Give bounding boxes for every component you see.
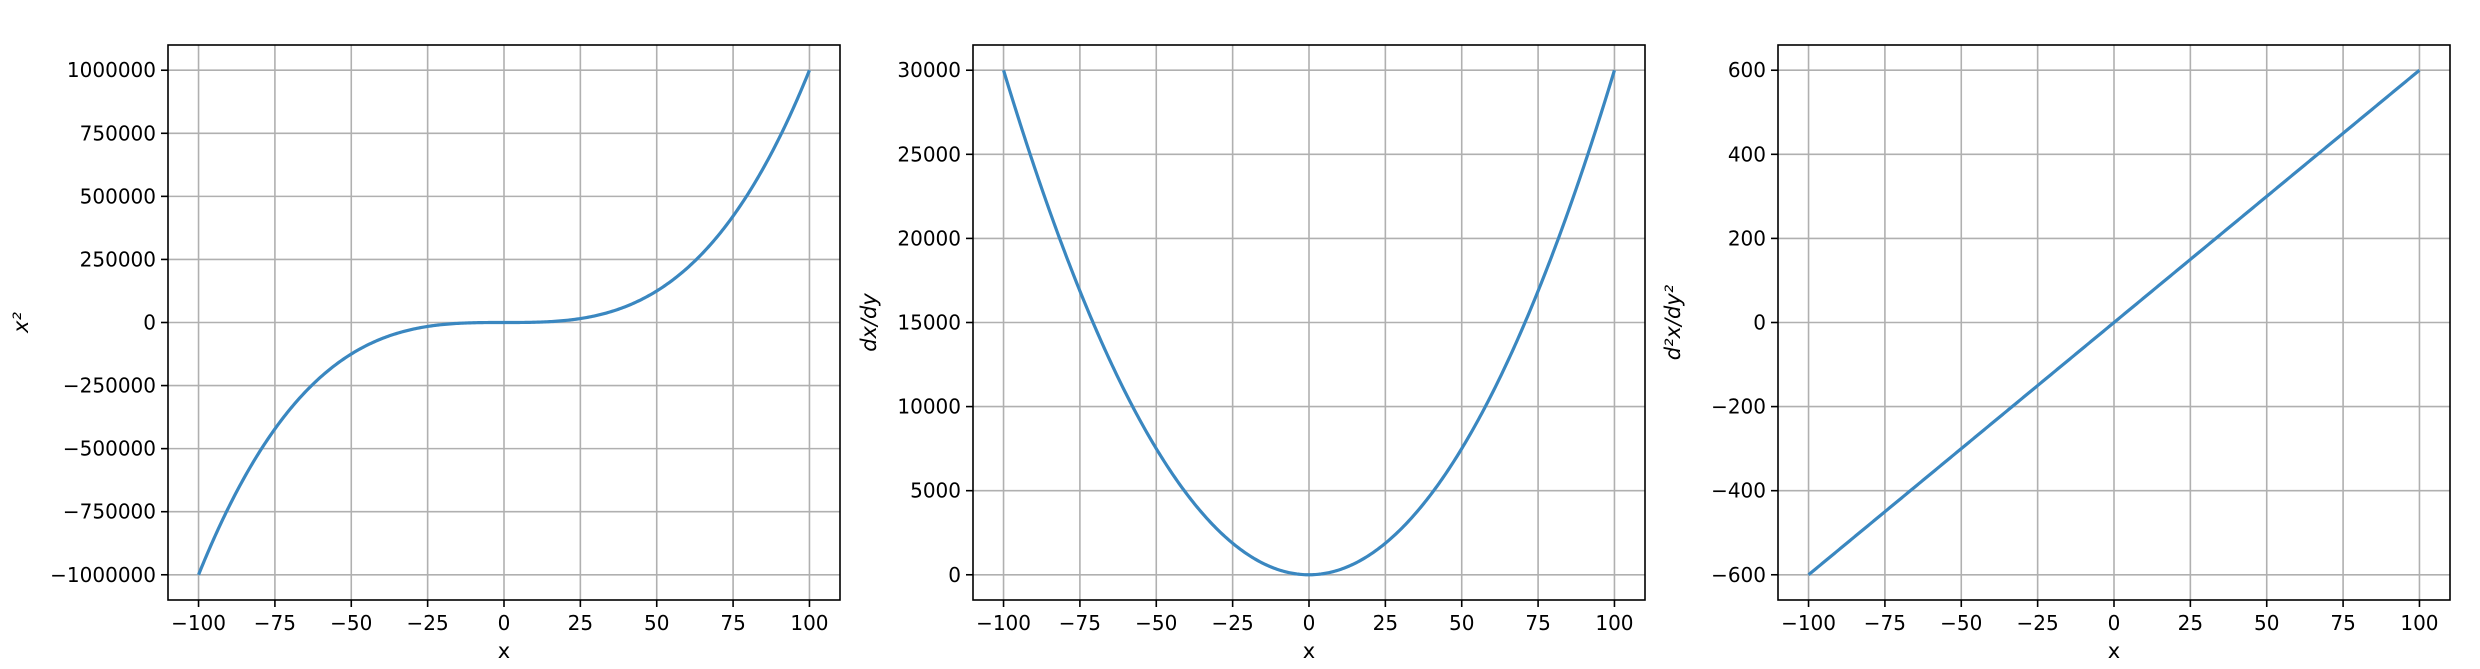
y-tick-label: 15000 [897,311,961,335]
x-tick-label: 0 [1303,611,1316,635]
x-tick-label: −100 [1781,611,1836,635]
x-tick-label: −25 [2017,611,2059,635]
y-tick-label: −750000 [63,500,156,524]
x-tick-label: 25 [568,611,593,635]
y-tick-label: −500000 [63,437,156,461]
y-tick-label: 10000 [897,395,961,419]
y-tick-label: 0 [948,563,961,587]
y-tick-label: 30000 [897,58,961,82]
x-tick-label: −100 [976,611,1031,635]
x-tick-label: −50 [1940,611,1982,635]
subplot-first-derivative: −100 −75 −50 −25 0 25 50 75 100 0 5000 10000 15000 20… [857,44,1646,663]
axes-frame [167,44,841,601]
x-tick-label: −75 [1864,611,1906,635]
x-tick-label: 100 [790,611,828,635]
x-axis-label: x [2108,639,2120,663]
y-axis-label: d²x/dy² [1661,284,1685,360]
x-tick-label: 75 [720,611,745,635]
y-tick-label: 0 [1753,311,1766,335]
x-axis-label: x [1303,639,1315,663]
x-tick-label: 50 [1449,611,1474,635]
series-line [1807,68,2421,577]
y-tick-label: 25000 [897,142,961,166]
x-tick-label: −50 [330,611,372,635]
y-tick-label: −1000000 [50,563,156,587]
y-tick-label: −600 [1711,563,1766,587]
y-tick-label: −250000 [63,374,156,398]
series-line [197,69,811,576]
x-tick-label: 100 [1595,611,1633,635]
y-tick-label: 200 [1728,226,1766,250]
x-tick-label: 25 [2178,611,2203,635]
x-tick-label: −50 [1135,611,1177,635]
y-tick-label: 5000 [910,479,961,503]
axes-frame [972,44,1646,601]
y-tick-label: 600 [1728,58,1766,82]
y-axis-label: dx/dy [857,293,881,352]
x-tick-label: 75 [2330,611,2355,635]
axes-frame [1777,44,2451,601]
series-line [1002,69,1616,577]
x-tick-label: 0 [498,611,511,635]
x-tick-label: 0 [2108,611,2121,635]
y-tick-label: −200 [1711,395,1766,419]
y-tick-label: −400 [1711,479,1766,503]
subplot-cubic: −100 −75 −50 −25 0 25 50 75 100 −1000000 −750000 −5… [9,44,841,663]
y-tick-label: 250000 [80,247,156,271]
x-tick-label: 50 [644,611,669,635]
y-tick-label: 400 [1728,142,1766,166]
x-tick-label: 75 [1525,611,1550,635]
y-tick-label: 20000 [897,226,961,250]
y-axis-label: x² [9,312,33,334]
x-tick-label: 100 [2400,611,2438,635]
x-tick-label: 25 [1373,611,1398,635]
y-tick-label: 500000 [80,184,156,208]
x-tick-label: −75 [1059,611,1101,635]
y-tick-label: 0 [143,311,156,335]
y-tick-label: 750000 [80,121,156,145]
x-tick-label: 50 [2254,611,2279,635]
x-tick-label: −25 [1212,611,1254,635]
x-tick-label: −25 [407,611,449,635]
x-tick-label: −100 [171,611,226,635]
x-tick-label: −75 [254,611,296,635]
y-tick-label: 1000000 [67,58,156,82]
x-axis-label: x [498,639,510,663]
subplot-second-derivative: −100 −75 −50 −25 0 25 50 75 100 −600 −400 −200 0 200 4… [1661,44,2451,663]
